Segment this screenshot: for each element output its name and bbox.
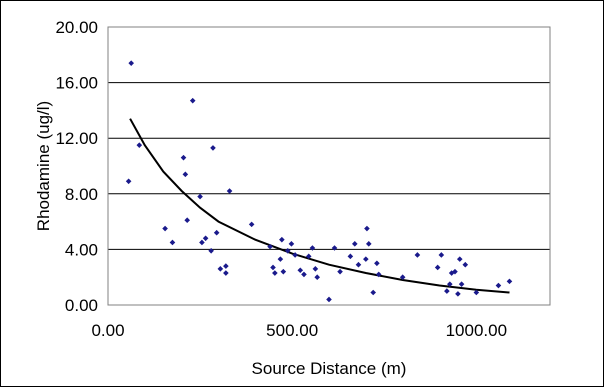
x-axis-tick-labels: 0.00 500.00 1000.00 [91,321,507,340]
data-point [455,291,461,297]
x-tick-label: 500.00 [266,321,318,340]
data-point [363,256,369,262]
x-tick-label: 1000.00 [446,321,507,340]
data-points [125,60,513,303]
data-point [364,225,370,232]
data-point [297,267,304,274]
data-point [184,217,190,224]
trend-layer [129,118,510,294]
y-tick-label: 12.00 [55,129,98,148]
data-point [301,271,307,278]
y-tick-label: 0.00 [65,296,98,315]
x-axis-title: Source Distance (m) [252,359,407,378]
data-point [314,274,321,280]
y-axis-title: Rhodamine (ug/l) [34,101,53,231]
data-point [305,253,312,260]
data-point [399,274,406,280]
data-point [326,296,332,303]
data-point [452,268,458,275]
data-point [277,256,284,262]
data-point [272,270,278,276]
data-point [309,245,316,251]
data-point [182,171,189,178]
data-point [226,188,233,194]
data-point [331,245,338,251]
plot-area-border [107,26,551,306]
data-point [447,281,453,287]
data-point [270,264,276,271]
data-point [162,225,168,232]
data-point [217,266,224,272]
data-point [279,236,285,243]
y-axis-tick-labels: 0.00 4.00 8.00 12.00 16.00 20.00 [55,18,98,315]
data-point [495,282,502,289]
y-tick-label: 20.00 [55,18,98,37]
data-point [434,264,441,271]
data-point [223,270,229,276]
data-point [280,268,287,275]
data-point [213,229,220,236]
data-point [128,60,135,66]
data-point [365,241,372,247]
data-point [355,261,362,268]
data-point [375,271,382,278]
data-point [288,241,295,247]
data-point [202,235,209,242]
data-point [267,243,273,250]
data-point [292,252,298,258]
data-point [180,154,187,161]
data-point [374,260,380,267]
data-point [197,193,203,200]
y-tick-label: 16.00 [55,74,98,93]
data-point [444,288,450,294]
gridlines [108,26,550,250]
data-point [284,247,291,254]
data-point [458,281,465,287]
data-point [506,278,513,285]
data-point [337,268,343,275]
data-point [248,221,255,228]
data-point [208,247,214,254]
data-point [456,256,463,262]
data-point [473,289,480,296]
data-point [347,253,354,260]
data-point [223,263,229,269]
x-tick-label: 0.00 [91,321,124,340]
data-point [210,145,216,151]
data-point [462,261,469,268]
y-tick-label: 8.00 [65,185,98,204]
data-point [199,239,205,246]
data-point [169,239,176,246]
data-point [438,252,445,258]
data-point [189,97,196,104]
data-point [370,289,376,296]
trend-line [129,118,510,294]
data-point [414,252,421,258]
data-point [136,142,143,148]
y-tick-label: 4.00 [65,240,98,259]
data-point [125,178,132,185]
data-point [351,241,358,247]
data-point [312,266,319,272]
